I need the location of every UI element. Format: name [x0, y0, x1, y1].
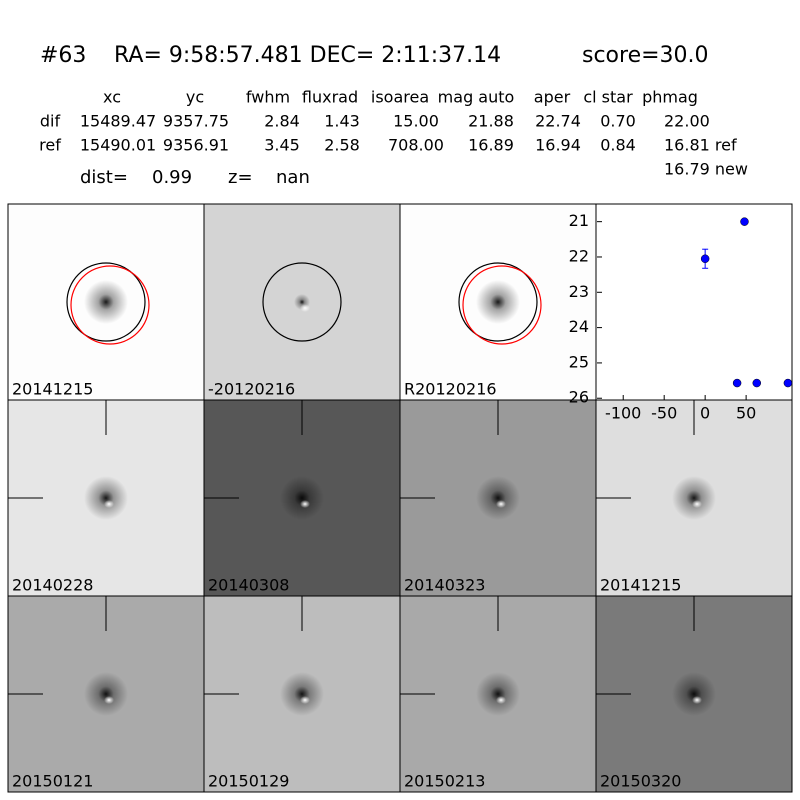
- cell: 0.70: [600, 112, 636, 131]
- cell: 16.89: [468, 136, 514, 155]
- cell: 15489.47: [80, 112, 156, 131]
- residual: [496, 500, 506, 508]
- point: [783, 378, 793, 388]
- residual: [300, 500, 310, 508]
- source: [84, 672, 128, 716]
- source: [84, 476, 128, 520]
- y-tick-label: 26: [569, 388, 589, 407]
- cell: 3.45: [264, 136, 300, 155]
- residual: [692, 500, 702, 508]
- column-header: cl star: [583, 88, 633, 107]
- cell: 0.84: [600, 136, 636, 155]
- stamp-label: 20140228: [12, 576, 93, 595]
- stamp-label: 20141215: [600, 576, 681, 595]
- point: [752, 378, 762, 388]
- cell: 16.81 ref: [664, 136, 737, 155]
- residual: [300, 304, 310, 312]
- column-header: xc: [103, 88, 121, 107]
- cell: 1.43: [324, 112, 360, 131]
- source: [672, 672, 716, 716]
- cell: 708.00: [388, 136, 444, 155]
- y-tick-label: 23: [569, 282, 589, 301]
- cell: 15.00: [393, 112, 439, 131]
- dist-label: dist=: [80, 167, 128, 188]
- point: [700, 254, 710, 263]
- y-tick-label: 25: [569, 352, 589, 371]
- coordinates: RA= 9:58:57.481 DEC= 2:11:37.14: [114, 43, 501, 68]
- aperture-ref: [462, 265, 542, 345]
- phmag-new: 16.79 new: [664, 160, 748, 179]
- stamp-label: 20150213: [404, 772, 485, 791]
- plot-area: [595, 203, 793, 401]
- residual: [496, 696, 506, 704]
- aperture: [458, 262, 538, 342]
- cell: 15490.01: [80, 136, 156, 155]
- stamp-label: 20150320: [600, 772, 681, 791]
- point: [732, 378, 742, 388]
- column-header: mag auto: [438, 88, 515, 107]
- cell: 9357.75: [163, 112, 229, 131]
- score: score=30.0: [582, 43, 709, 68]
- stamp-label: 20150129: [208, 772, 289, 791]
- column-header: isoarea: [371, 88, 429, 107]
- x-tick-label: 50: [736, 404, 756, 423]
- x-tick-label: -100: [605, 404, 641, 423]
- source: [476, 476, 520, 520]
- dist-value: 0.99: [152, 167, 192, 188]
- source: [476, 672, 520, 716]
- stamp-label: 20150121: [12, 772, 93, 791]
- aperture: [262, 262, 342, 342]
- cell: 22.74: [535, 112, 581, 131]
- column-header: aper: [534, 88, 571, 107]
- stamp-label: 20140308: [208, 576, 289, 595]
- stamp-label: 20141215: [12, 380, 93, 399]
- row-label: ref: [39, 136, 61, 155]
- source: [280, 672, 324, 716]
- column-header: phmag: [642, 88, 698, 107]
- aperture: [66, 262, 146, 342]
- source: [84, 280, 128, 324]
- candidate-id: #63: [40, 43, 86, 68]
- cell: 21.88: [468, 112, 514, 131]
- residual: [300, 696, 310, 704]
- residual: [104, 696, 114, 704]
- column-header: yc: [186, 88, 204, 107]
- z-value: nan: [276, 167, 310, 188]
- source: [476, 280, 520, 324]
- column-header: fluxrad: [302, 88, 358, 107]
- z-label: z=: [228, 167, 253, 188]
- stamp-label: R20120216: [404, 380, 497, 399]
- y-tick-label: 22: [569, 246, 589, 265]
- cell: 9356.91: [163, 136, 229, 155]
- y-tick-label: 24: [569, 317, 589, 336]
- source: [672, 476, 716, 520]
- residual: [692, 696, 702, 704]
- column-header: fwhm: [246, 88, 290, 107]
- cell: 2.84: [264, 112, 300, 131]
- x-tick-label: 0: [700, 404, 710, 423]
- cell: 22.00: [664, 112, 710, 131]
- stamp-label: -20120216: [208, 380, 295, 399]
- row-label: dif: [40, 112, 61, 131]
- cell: 2.58: [324, 136, 360, 155]
- residual: [104, 500, 114, 508]
- cell: 16.94: [535, 136, 581, 155]
- source: [280, 476, 324, 520]
- point: [740, 217, 749, 226]
- stamp-label: 20140323: [404, 576, 485, 595]
- x-tick-label: -50: [651, 404, 677, 423]
- aperture-ref: [70, 265, 150, 345]
- y-tick-label: 21: [569, 211, 589, 230]
